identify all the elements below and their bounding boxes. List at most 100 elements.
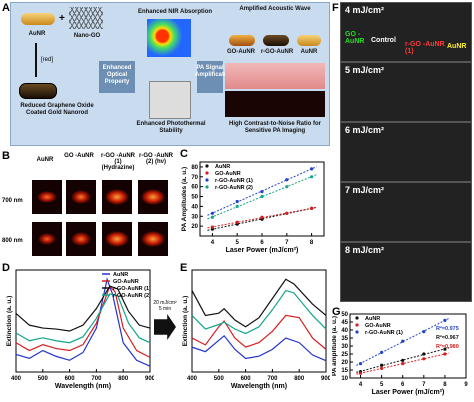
panel-a: AuNR + Nano-GO [red] Reduced Graphene Ox… xyxy=(10,2,330,146)
chartE-xtick-label: 800 xyxy=(294,376,305,382)
chartG-xtick-label: 4 xyxy=(359,382,363,388)
chartG-series-2-point xyxy=(422,330,426,334)
rgo-rod-image xyxy=(19,83,57,99)
chartG-xtick-label: 9 xyxy=(464,382,468,388)
chartD-xtick-label: 500 xyxy=(38,376,49,382)
b-col-rgo1: r-GO -AuNR (1) (Hydrazine) xyxy=(101,153,135,171)
chartD-legend-label: AuNR xyxy=(113,272,128,278)
pa-image xyxy=(225,91,325,117)
f-au-label: AuNR xyxy=(447,43,467,50)
chartG-ytick-label: 30 xyxy=(341,344,348,350)
f-row-8-label: 8 mJ/cm² xyxy=(345,245,385,255)
chartC-series-3-point xyxy=(285,185,289,189)
chartC-ytick-label: 40 xyxy=(191,204,198,210)
chartE-series-1-line xyxy=(191,314,327,350)
go-aunr-rod-image xyxy=(229,35,255,46)
chartC-legend-swatch xyxy=(205,178,209,182)
b-tile-6 xyxy=(66,222,96,256)
chartC-xtick-label: 8 xyxy=(310,240,314,246)
chartC-legend-label: GO-AuNR xyxy=(215,171,241,177)
chartG-series-1-point xyxy=(422,357,426,361)
chartC-series-2-point xyxy=(310,167,314,171)
chartC-series-2-point xyxy=(260,190,264,194)
enhanced-optical-arrow xyxy=(99,61,135,93)
chart-c: 4 5 6 7 8 20 30 40 50 60 70 80 Laser Power (mJ/cm²) P… xyxy=(181,161,325,254)
chartC-ytick-label: 50 xyxy=(191,195,198,201)
chartG-ytick-label: 25 xyxy=(341,352,348,358)
chartG-xtick-label: 5 xyxy=(380,382,384,388)
chartG-series-1-fit xyxy=(356,352,450,375)
chartG-legend-label: AuNR xyxy=(365,316,380,322)
chartC-series-1-point xyxy=(235,220,239,224)
chartC-ytick-label: 70 xyxy=(191,175,198,181)
panel-d-label: D xyxy=(2,262,10,274)
chartE-xtick-label: 400 xyxy=(187,376,198,382)
chartE-series-3-line xyxy=(191,289,327,335)
down-arrow-icon xyxy=(35,43,37,77)
chartG-series-1-point xyxy=(358,371,363,375)
f-row-7: 7 mJ/cm² xyxy=(340,182,472,242)
chartG-legend-label: GO-AuNR xyxy=(365,323,391,329)
chart-d: 400 500 600 700 800 900 Wavelength (nm) Extinct… xyxy=(6,269,154,390)
chartG-series-2-point xyxy=(443,318,447,322)
chartE-series-2-line xyxy=(191,278,327,328)
chartG-ytick-label: 50 xyxy=(341,312,348,318)
plus-icon: + xyxy=(59,13,65,24)
chartC-series-3-fit xyxy=(207,174,317,220)
chartE-xtick-label: 500 xyxy=(214,376,225,382)
chartC-series-1-fit xyxy=(207,206,317,229)
chartC-xtick-label: 5 xyxy=(236,240,240,246)
chartD-series-2-line xyxy=(15,285,151,332)
f-rgo-label: r-GO -AuNR (1) xyxy=(405,41,445,55)
chartC-series-3-point xyxy=(310,175,314,179)
treatment-arrow xyxy=(154,314,176,340)
chartD-series-0-line xyxy=(15,277,151,367)
panel-b-label: B xyxy=(2,150,10,162)
aunr-label-2: AuNR xyxy=(300,49,318,55)
enhanced-optical-label: Enhanced Optical Property xyxy=(102,65,132,85)
chartC-series-1-point xyxy=(260,215,264,219)
aunr-rod-image xyxy=(21,13,55,25)
chartD-xtick-label: 400 xyxy=(11,376,22,382)
f-control-label: Control xyxy=(371,37,396,44)
f-row-7-label: 7 mJ/cm² xyxy=(345,185,385,195)
chartE-xtick-label: 600 xyxy=(241,376,252,382)
enhanced-nir-label: Enhanced NIR Absorption xyxy=(137,9,213,15)
chartG-series-0-point xyxy=(443,347,447,351)
nanogo-sheet-image xyxy=(69,7,103,29)
chartG-series-2-point xyxy=(358,362,363,366)
chartC-ytick-label: 20 xyxy=(191,224,198,230)
chartC-xlabel: Laser Power (mJ/cm²) xyxy=(226,247,299,254)
tissue-image xyxy=(225,63,325,89)
f-go-label: GO -AuNR xyxy=(345,31,365,45)
f-row-5-label: 5 mJ/cm² xyxy=(345,65,385,75)
chartG-ylabel: PA amplitude (a. u.) xyxy=(332,316,338,376)
chartC-xtick-label: 6 xyxy=(260,240,264,246)
chartC-series-2-point xyxy=(285,178,289,182)
chartC-series-3-point xyxy=(260,194,264,199)
chartG-ytick-label: 45 xyxy=(341,320,348,326)
b-tile-7 xyxy=(102,222,132,256)
chartG-xtick-label: 7 xyxy=(422,382,426,388)
chartG-series-1-point xyxy=(380,366,384,370)
chartG-ytick-label: 10 xyxy=(341,376,348,382)
chartG-series-0-point xyxy=(422,352,426,356)
chartC-series-2-point xyxy=(235,199,239,204)
chartD-xtick-label: 600 xyxy=(65,376,76,382)
pa-signal-label: PA Signal Amplification xyxy=(195,65,234,78)
chartD-xtick-label: 700 xyxy=(91,376,102,382)
b-tile-3 xyxy=(102,180,132,214)
aunr-label: AuNR xyxy=(28,31,46,37)
rgo-aunr-label: r-GO-AuNR xyxy=(260,49,294,55)
pa-signal-arrow xyxy=(197,61,223,93)
treatment-label: 20 mJ/cm² 5 min xyxy=(153,300,177,312)
chartC-series-1-point xyxy=(210,225,214,229)
panel-a-label: A xyxy=(2,2,10,14)
chartD-xlabel: Wavelength (nm) xyxy=(55,383,111,390)
chartC-ytick-label: 80 xyxy=(191,165,198,171)
rgo-aunr-rod-image xyxy=(263,35,289,46)
chartG-legend-swatch xyxy=(355,330,359,334)
chartG-xtick-label: 8 xyxy=(443,382,447,388)
chartC-xtick-label: 7 xyxy=(285,240,289,246)
